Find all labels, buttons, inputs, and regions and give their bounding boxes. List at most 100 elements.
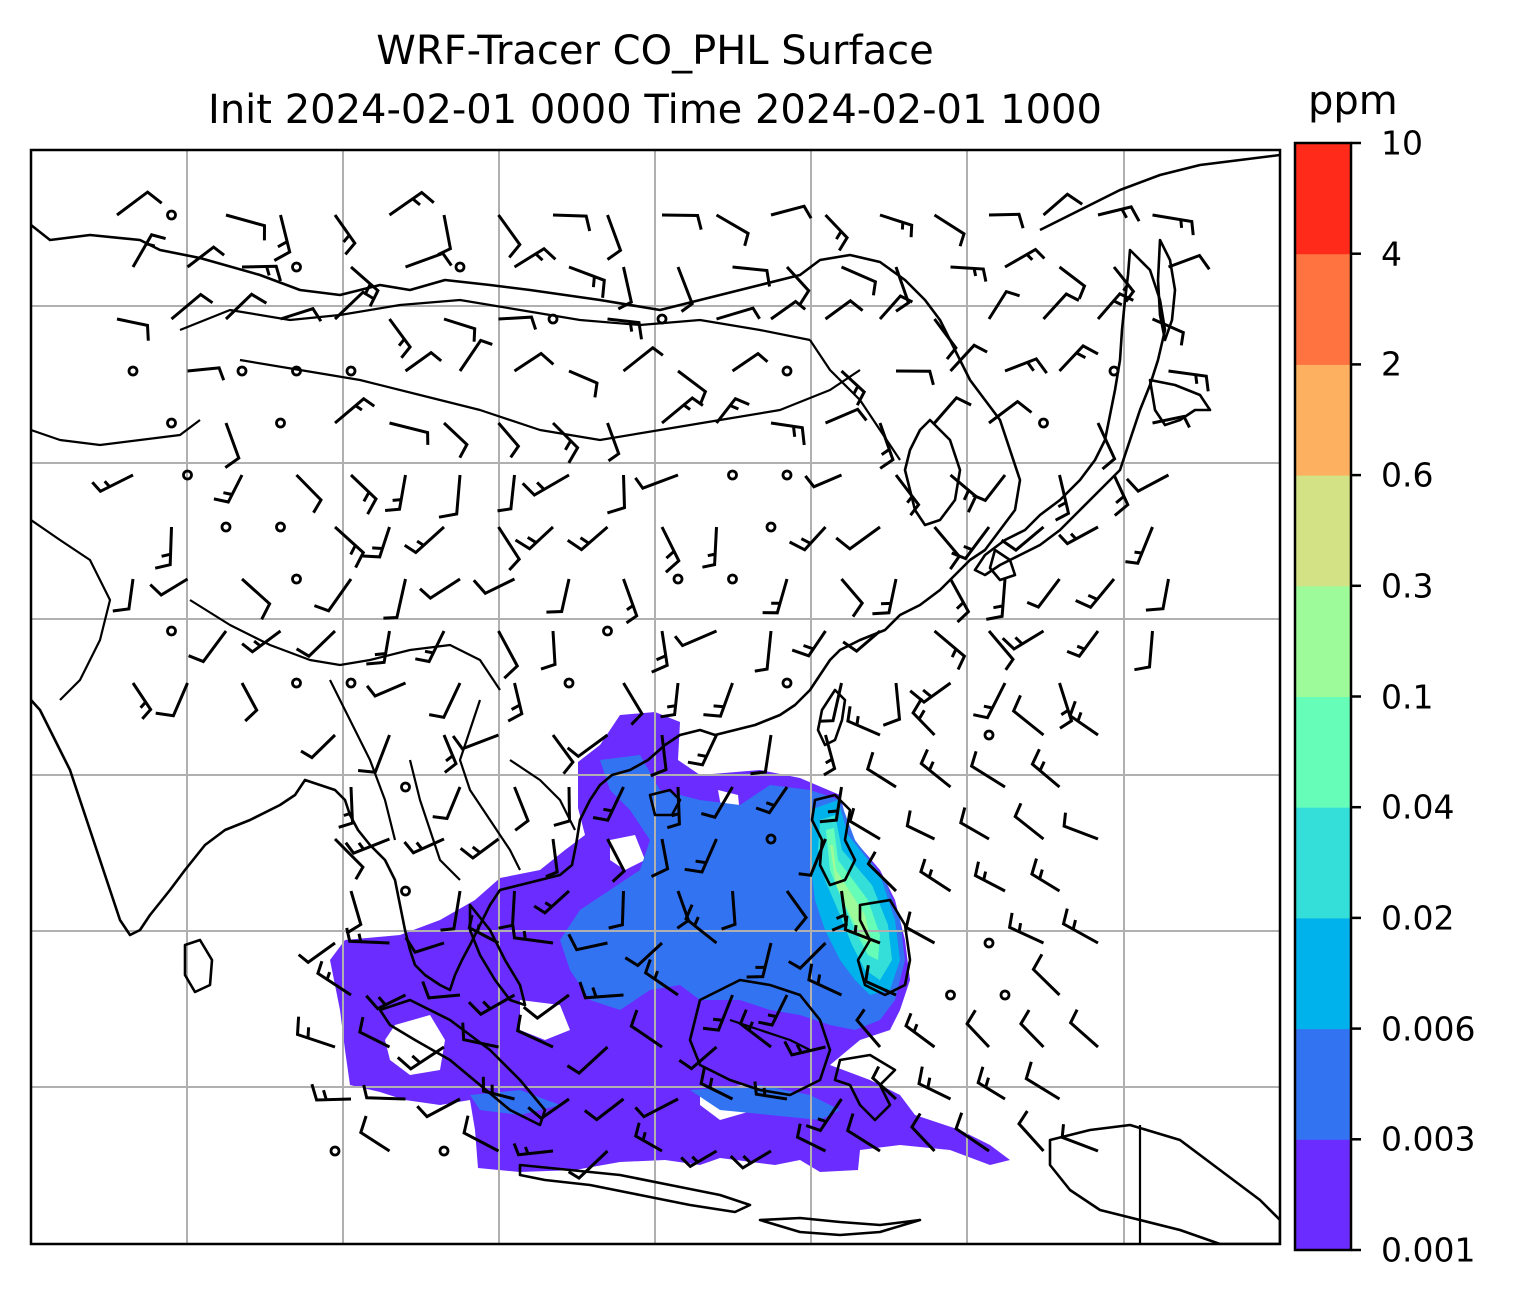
- wind-barb: [404, 251, 453, 269]
- wind-barb: [785, 890, 808, 932]
- calm-wind-marker: [166, 209, 177, 221]
- wind-barb: [824, 407, 868, 425]
- calm-wind-marker: [291, 261, 302, 273]
- wind-barb: [186, 245, 226, 269]
- wind-barb: [650, 838, 670, 878]
- wind-barb: [919, 858, 952, 893]
- wind-barb: [785, 265, 811, 306]
- wind-barb: [770, 421, 806, 446]
- colorbar-band: [1295, 143, 1351, 255]
- wind-barb: [467, 914, 500, 945]
- wind-barb: [388, 190, 435, 217]
- wind-barb: [878, 294, 914, 320]
- calm-wind-marker: [1038, 417, 1049, 429]
- wind-barb: [894, 266, 911, 313]
- map-frame: [29, 148, 1282, 1246]
- wind-barb: [313, 578, 353, 613]
- calm-wind-marker: [220, 521, 232, 533]
- wind-barb: [389, 421, 430, 445]
- wind-barb: [866, 850, 898, 893]
- wind-barb: [651, 630, 669, 674]
- wind-barb: [624, 941, 664, 968]
- wind-barb: [1013, 802, 1045, 841]
- wind-barb: [131, 233, 166, 268]
- wind-barb: [904, 1012, 936, 1049]
- map-title: WRF-Tracer CO_PHL Surface: [376, 28, 934, 74]
- colorbar-band: [1295, 475, 1351, 587]
- colorbar-unit: ppm: [1308, 78, 1398, 124]
- wind-barb: [155, 682, 189, 718]
- wind-barb: [568, 369, 599, 398]
- wind-barb: [300, 733, 337, 760]
- wind-barb: [878, 422, 895, 470]
- wind-barb: [986, 578, 1007, 621]
- wind-barb: [788, 525, 827, 552]
- wind-barb: [762, 578, 789, 615]
- wind-barb: [527, 1097, 570, 1121]
- wind-barb: [1058, 682, 1074, 730]
- wind-barb: [440, 890, 462, 932]
- wind-barb: [687, 734, 718, 767]
- wind-barb: [677, 369, 708, 405]
- wind-barb: [1007, 912, 1045, 945]
- wind-barb: [1004, 357, 1048, 374]
- wind-barb: [467, 993, 516, 1017]
- wind-barb: [622, 345, 664, 373]
- coast-sumatra: [378, 998, 547, 1127]
- wind-barb: [1062, 812, 1099, 841]
- wind-barb: [553, 786, 572, 827]
- calm-wind-marker: [727, 469, 738, 481]
- wind-barb: [746, 942, 773, 979]
- wind-barb: [987, 630, 1015, 671]
- wind-barb: [1001, 629, 1045, 651]
- wind-barb: [606, 422, 621, 463]
- wind-barb: [848, 807, 881, 841]
- coast-borneo: [688, 978, 832, 1097]
- wind-barb: [404, 936, 445, 954]
- wind-barb: [310, 1083, 352, 1102]
- wind-barb: [959, 807, 990, 841]
- wind-barb: [345, 890, 363, 935]
- colorbar: [1293, 141, 1361, 1252]
- wind-barb: [116, 317, 150, 341]
- colorbar-band: [1295, 1139, 1351, 1251]
- wind-barb: [1096, 422, 1117, 471]
- colorbar-tick-label: 0.006: [1381, 1009, 1476, 1049]
- wind-barb: [516, 1014, 554, 1049]
- calm-wind-marker: [781, 677, 793, 689]
- wind-barb: [451, 733, 500, 751]
- wind-barb: [1030, 748, 1061, 789]
- wind-barb: [919, 748, 952, 789]
- wind-barb: [512, 1142, 554, 1157]
- wind-barb: [1068, 1009, 1099, 1049]
- wind-barb: [432, 786, 462, 821]
- wind-barb: [754, 630, 773, 673]
- wind-barb: [729, 1149, 772, 1170]
- wind-barb: [357, 734, 391, 774]
- wind-barb: [629, 1009, 663, 1049]
- wind-barb: [933, 318, 958, 361]
- border-mongolia-china: [179, 298, 811, 342]
- wind-barb: [606, 214, 623, 261]
- calm-wind-marker: [727, 573, 738, 585]
- coast-java: [518, 1163, 752, 1214]
- wind-barb: [349, 473, 378, 515]
- calm-wind-marker: [563, 677, 575, 689]
- wind-barb: [842, 629, 881, 653]
- plume-sixth-band: [830, 845, 872, 945]
- wind-barb: [1152, 414, 1191, 429]
- wind-barb: [362, 526, 391, 559]
- wind-barb: [1097, 205, 1141, 222]
- wind-barb: [676, 266, 695, 313]
- colorbar-band: [1295, 364, 1351, 476]
- wind-barb: [1134, 630, 1154, 672]
- wind-barb: [972, 474, 1007, 503]
- calm-wind-marker: [672, 573, 684, 585]
- wind-barb: [333, 214, 357, 256]
- calm-wind-marker: [236, 365, 248, 377]
- map-subtitle: Init 2024-02-01 0000 Time 2024-02-01 100…: [208, 87, 1102, 133]
- wind-barb: [498, 315, 538, 330]
- border-pakistan: [31, 519, 112, 701]
- wind-barb: [872, 578, 898, 616]
- wind-barb: [805, 1098, 843, 1133]
